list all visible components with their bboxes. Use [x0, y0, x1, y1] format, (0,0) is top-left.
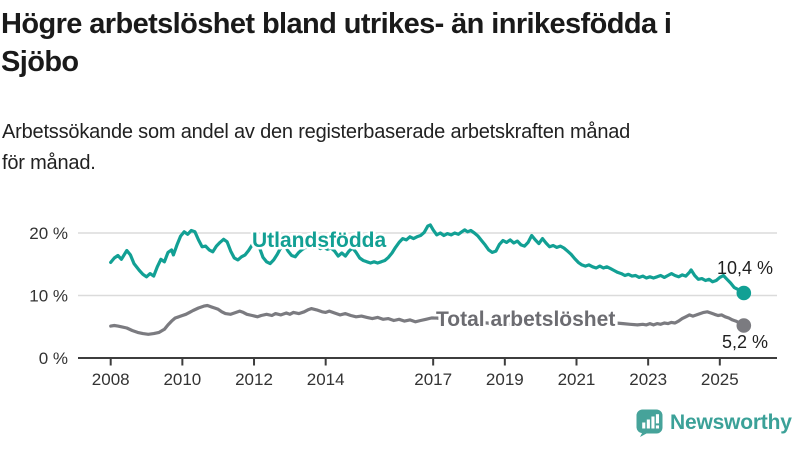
bar-tall: [651, 416, 655, 429]
x-axis-tick-label: 2008: [92, 370, 130, 389]
series-end-value-total: 5,2 %: [722, 332, 768, 352]
bar-medium: [646, 419, 650, 429]
chart-subtitle: Arbetssökande som andel av den registerb…: [2, 117, 762, 179]
series-label-utlandsfodda: Utlandsfödda: [252, 229, 386, 252]
x-axis-tick-label: 2017: [414, 370, 452, 389]
newsworthy-logo-text: Newsworthy: [670, 411, 792, 434]
y-axis-tick-label: 0 %: [39, 349, 68, 368]
page-title: Högre arbetslöshet bland utrikes- än inr…: [1, 5, 771, 81]
page-title-line1: Högre arbetslöshet bland utrikes- än inr…: [1, 8, 672, 40]
series-line-utlandsfodda: [109, 223, 746, 295]
series-line-total: [109, 303, 746, 336]
newsworthy-chart-bubble-icon: [636, 409, 663, 437]
y-axis-tick-label: 20 %: [29, 224, 68, 243]
newsworthy-logo[interactable]: Newsworthy: [636, 409, 792, 437]
bar-small: [642, 422, 646, 429]
chart-subtitle-line1: Arbetssökande som andel av den registerb…: [2, 121, 631, 143]
x-axis-tick-label: 2014: [307, 370, 345, 389]
y-axis-tick-label: 10 %: [29, 287, 68, 306]
x-axis-tick-label: 2023: [629, 370, 667, 389]
x-axis-tick-label: 2019: [486, 370, 524, 389]
x-axis-tick-label: 2021: [558, 370, 596, 389]
x-axis-tick-label: 2010: [163, 370, 201, 389]
x-axis-tick-label: 2025: [701, 370, 739, 389]
series-label-total: Total arbetslöshet: [436, 308, 615, 331]
series-end-dot-utlandsfodda: [736, 285, 752, 301]
page-title-line2: Sjöbo: [1, 46, 79, 78]
series-end-value-utlandsfodda: 10,4 %: [717, 258, 773, 278]
series-end-dot-total: [736, 318, 752, 333]
chart-subtitle-line2: för månad.: [2, 152, 96, 174]
exclamation-bar: [655, 414, 659, 424]
exclamation-dot: [655, 425, 659, 429]
x-axis-tick-label: 2012: [235, 370, 273, 389]
